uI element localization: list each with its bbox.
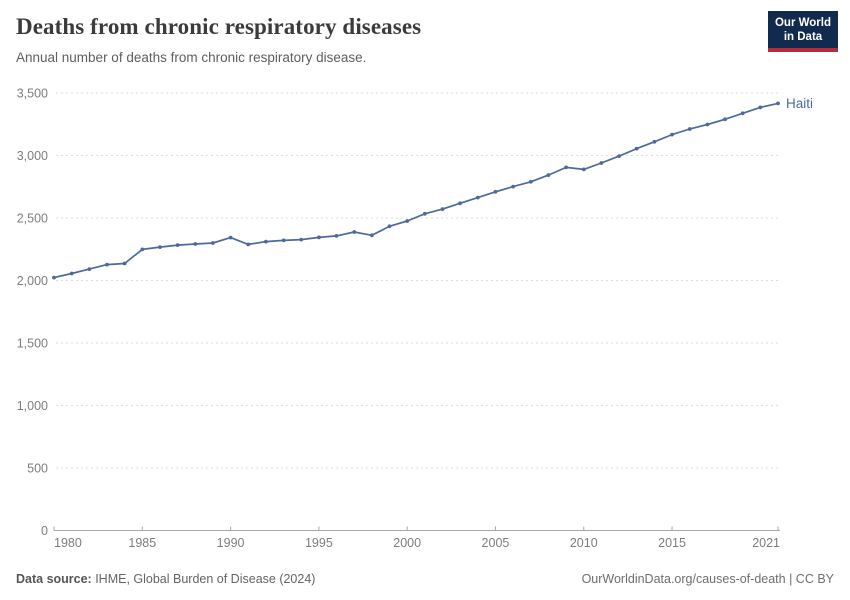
data-point-marker[interactable] [705, 122, 710, 127]
y-tick-label: 2,500 [17, 212, 48, 226]
data-point-marker[interactable] [670, 132, 674, 137]
data-point-marker[interactable] [546, 173, 551, 178]
data-point-marker[interactable] [564, 165, 568, 170]
data-point-marker[interactable] [528, 179, 533, 184]
data-point-marker[interactable] [405, 219, 410, 223]
data-source-text: IHME, Global Burden of Disease (2024) [91, 572, 316, 586]
x-tick-label: 2021 [752, 536, 780, 550]
data-point-marker[interactable] [422, 211, 427, 216]
data-point-marker[interactable] [740, 111, 745, 116]
chart-subtitle: Annual number of deaths from chronic res… [16, 50, 367, 65]
x-tick-label: 1995 [305, 536, 333, 550]
data-point-marker[interactable] [370, 233, 374, 238]
data-point-marker[interactable] [69, 271, 74, 276]
data-point-marker[interactable] [334, 234, 339, 238]
data-point-marker[interactable] [458, 201, 462, 206]
data-point-marker[interactable] [87, 267, 92, 271]
data-point-marker[interactable] [193, 242, 198, 246]
data-point-marker[interactable] [175, 243, 180, 248]
data-point-marker[interactable] [105, 262, 109, 267]
entity-label-haiti[interactable]: Haiti [786, 96, 813, 111]
data-point-marker[interactable] [758, 105, 763, 110]
data-source-label: Data source: [16, 572, 92, 586]
footer-link[interactable]: OurWorldinData.org/causes-of-death | CC … [581, 572, 834, 586]
data-source: Data source: IHME, Global Burden of Dise… [16, 572, 315, 586]
data-point-marker[interactable] [475, 195, 480, 200]
data-point-marker[interactable] [264, 239, 268, 244]
data-point-marker[interactable] [122, 261, 127, 266]
logo-line2: in Data [783, 31, 823, 43]
data-point-marker[interactable] [723, 117, 727, 122]
data-point-marker[interactable] [687, 127, 692, 131]
data-point-marker[interactable] [140, 247, 145, 252]
data-point-marker[interactable] [599, 161, 604, 165]
x-tick-label: 2000 [393, 536, 421, 550]
y-tick-label: 1,000 [17, 399, 48, 413]
x-tick-label: 2015 [658, 536, 686, 550]
y-tick-label: 2,000 [17, 274, 48, 288]
chart-title: Deaths from chronic respiratory diseases [16, 14, 422, 39]
data-point-marker[interactable] [299, 237, 304, 242]
data-point-marker[interactable] [228, 235, 233, 240]
owid-logo[interactable]: Our World in Data [768, 11, 838, 52]
data-point-marker[interactable] [52, 275, 56, 280]
data-point-marker[interactable] [158, 245, 162, 250]
x-tick-label: 2010 [570, 536, 598, 550]
data-point-marker[interactable] [511, 184, 515, 189]
data-point-marker[interactable] [776, 101, 780, 106]
data-point-marker[interactable] [281, 238, 286, 243]
y-tick-label: 3,000 [17, 149, 48, 163]
data-point-marker[interactable] [246, 242, 251, 247]
data-point-marker[interactable] [211, 241, 215, 245]
y-tick-label: 1,500 [17, 337, 48, 351]
chart-footer: Data source: IHME, Global Burden of Dise… [16, 570, 834, 586]
data-point-marker[interactable] [634, 146, 639, 151]
data-point-marker[interactable] [617, 154, 621, 159]
data-point-marker[interactable] [387, 224, 392, 229]
x-tick-label: 2005 [482, 536, 510, 550]
y-tick-label: 500 [27, 462, 48, 476]
data-point-marker[interactable] [581, 167, 586, 172]
data-point-marker[interactable] [652, 139, 657, 144]
x-tick-label: 1985 [128, 536, 156, 550]
chart-header: Deaths from chronic respiratory diseases… [0, 0, 850, 80]
y-tick-label: 0 [41, 524, 48, 538]
y-tick-label: 3,500 [17, 87, 48, 101]
data-point-marker[interactable] [317, 235, 321, 240]
data-point-marker[interactable] [440, 207, 445, 212]
data-point-marker[interactable] [352, 230, 357, 234]
data-point-marker[interactable] [493, 189, 498, 194]
x-tick-label: 1990 [217, 536, 245, 550]
logo-line1: Our World [774, 17, 831, 29]
series-line-haiti[interactable] [53, 102, 779, 279]
x-tick-label: 1980 [54, 536, 82, 550]
